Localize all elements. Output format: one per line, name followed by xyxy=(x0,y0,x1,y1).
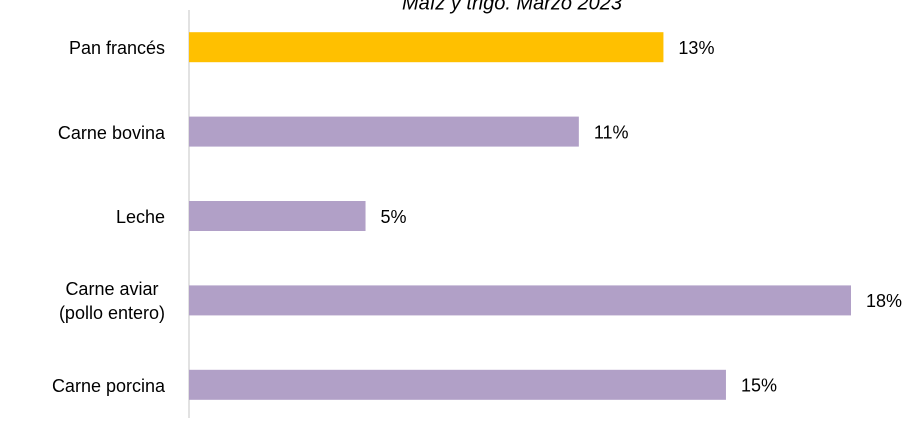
bar xyxy=(189,32,664,63)
category-text: Carne aviar (pollo entero) xyxy=(58,279,165,324)
category-label: Carne bovina xyxy=(58,121,165,145)
bar xyxy=(189,285,851,316)
chart-subtitle: Maíz y trigo. Marzo 2023 xyxy=(402,0,622,14)
data-label: 11% xyxy=(594,122,629,142)
bar xyxy=(189,116,579,147)
data-label: 13% xyxy=(678,38,714,58)
category-text: Carne porcina xyxy=(51,375,165,396)
category-label: Carne aviar (pollo entero) xyxy=(59,277,165,325)
category-label: Leche xyxy=(116,205,165,229)
category-text: Carne bovina xyxy=(57,122,165,143)
category-text: Pan francés xyxy=(68,38,165,59)
category-text: Leche xyxy=(115,207,165,227)
bar xyxy=(189,369,726,400)
category-label: Pan francés xyxy=(69,36,165,60)
data-label: 5% xyxy=(381,207,407,227)
data-label: 15% xyxy=(741,376,777,396)
category-label: Carne porcina xyxy=(52,374,165,398)
bar xyxy=(189,201,366,231)
data-label: 18% xyxy=(866,291,902,311)
